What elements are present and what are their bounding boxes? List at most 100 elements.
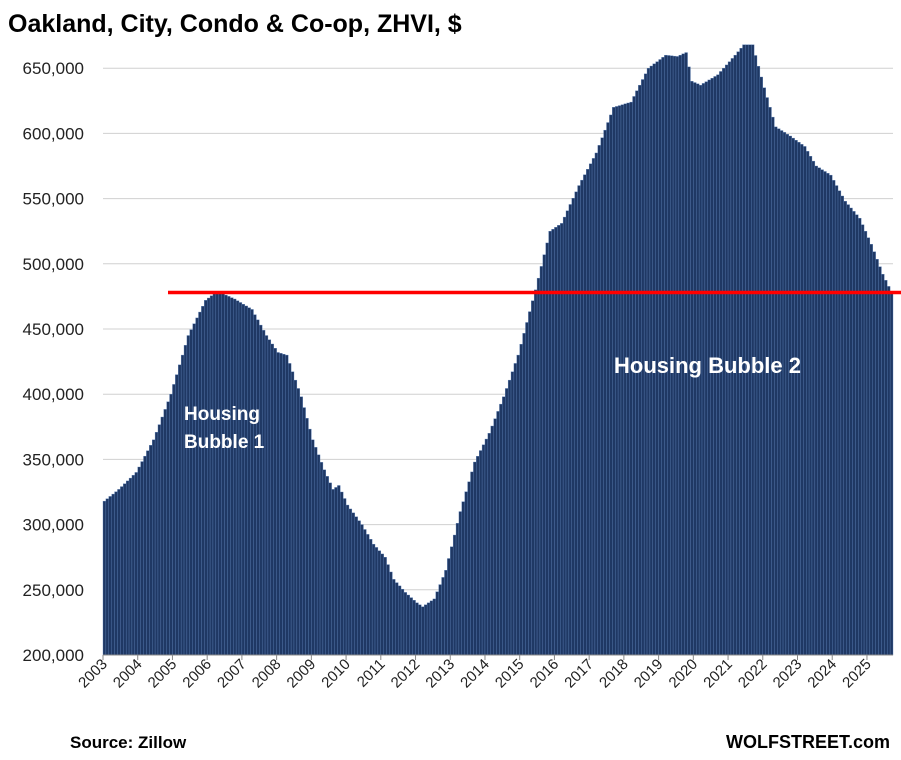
y-tick-label: 250,000	[23, 581, 84, 600]
bar	[467, 481, 471, 656]
bar	[429, 600, 434, 656]
bar	[325, 476, 329, 656]
bar	[377, 550, 381, 656]
bar	[224, 294, 228, 656]
bar	[389, 571, 393, 656]
bar	[458, 511, 463, 656]
bar	[293, 379, 298, 656]
bar	[172, 384, 176, 656]
bar	[528, 311, 532, 656]
bar	[450, 546, 454, 656]
bar	[612, 107, 616, 656]
bar	[837, 190, 842, 656]
x-tick-label: 2006	[179, 656, 215, 692]
bar	[340, 491, 344, 656]
bar	[574, 191, 578, 656]
bar	[152, 439, 156, 656]
bar	[817, 167, 821, 656]
y-axis-ticks: 200,000 250,000 300,000 350,000 400,000 450,0…	[23, 59, 84, 665]
bar	[800, 144, 804, 656]
bar	[785, 134, 789, 656]
x-tick-label: 2015	[492, 656, 528, 692]
bar	[571, 197, 575, 656]
bar	[308, 428, 312, 656]
bar	[852, 211, 856, 656]
bar	[397, 585, 402, 656]
bar	[403, 592, 408, 656]
bar	[438, 584, 442, 656]
bar	[481, 444, 486, 656]
bar	[745, 44, 749, 656]
bar	[863, 231, 868, 656]
bar	[409, 597, 413, 656]
bar	[424, 604, 428, 656]
bar	[588, 163, 593, 656]
bar	[519, 344, 523, 656]
bar	[820, 169, 824, 656]
bar	[253, 314, 257, 656]
bar	[328, 482, 332, 656]
source-label: Source: Zillow	[70, 733, 187, 752]
bar	[615, 106, 619, 656]
bar	[461, 501, 465, 656]
bar	[418, 604, 422, 656]
bar	[415, 602, 419, 656]
y-tick-label: 550,000	[23, 190, 84, 209]
bar	[751, 44, 755, 656]
bar	[247, 307, 251, 656]
bar	[560, 223, 564, 656]
bar	[380, 553, 384, 656]
bar	[360, 524, 364, 656]
bar	[302, 407, 306, 656]
bar	[878, 266, 882, 656]
bar	[241, 304, 245, 656]
bar	[186, 335, 190, 656]
bar	[782, 132, 787, 656]
bar	[496, 411, 500, 656]
bar	[591, 158, 596, 656]
bars	[102, 44, 894, 656]
bar	[131, 475, 136, 656]
bar	[285, 354, 289, 656]
bar	[843, 201, 847, 656]
bar	[577, 185, 581, 656]
bar	[586, 169, 590, 656]
bar	[114, 491, 118, 656]
bar	[455, 523, 460, 656]
bar	[406, 594, 410, 656]
bar	[282, 354, 286, 656]
bar	[548, 231, 552, 656]
bar	[791, 137, 795, 656]
bar	[797, 142, 801, 656]
bar	[866, 237, 871, 656]
bar	[507, 379, 512, 656]
bar	[149, 445, 153, 656]
bar	[464, 491, 468, 656]
bar	[230, 297, 234, 656]
bar	[267, 339, 272, 656]
bar	[238, 302, 243, 656]
bar	[490, 425, 494, 656]
bar	[620, 104, 625, 656]
bar	[146, 450, 150, 656]
y-tick-label: 450,000	[23, 320, 84, 339]
bar	[533, 289, 538, 656]
chart-title: Oakland, City, Condo & Co-op, ZHVI, $	[8, 10, 462, 38]
bar	[348, 508, 353, 656]
bar	[609, 114, 613, 656]
bar	[568, 204, 572, 656]
bar	[169, 394, 173, 656]
bar	[629, 101, 633, 656]
bar	[884, 280, 888, 656]
bar	[233, 298, 237, 656]
bar	[201, 306, 205, 656]
bar	[872, 251, 876, 656]
bar	[363, 529, 367, 656]
bar	[826, 173, 830, 656]
bar	[227, 296, 231, 656]
bar	[261, 330, 266, 656]
bar	[256, 319, 260, 656]
bar	[545, 242, 549, 656]
x-tick-label: 2017	[561, 656, 597, 692]
bar	[334, 487, 338, 656]
